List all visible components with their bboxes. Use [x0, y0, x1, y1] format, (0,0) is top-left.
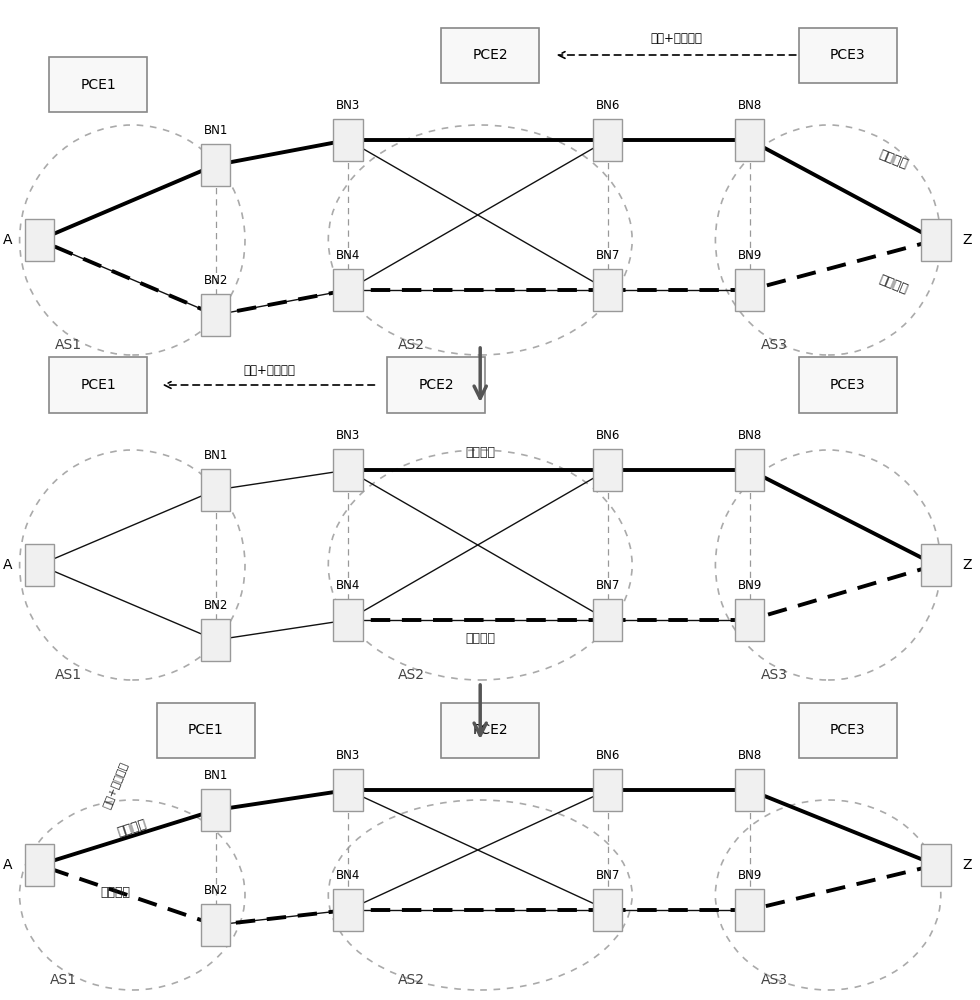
FancyBboxPatch shape: [735, 449, 764, 491]
FancyBboxPatch shape: [593, 269, 622, 311]
Text: AS2: AS2: [398, 338, 425, 352]
Text: PCE1: PCE1: [188, 723, 223, 737]
Text: BN4: BN4: [336, 869, 360, 882]
Text: AS1: AS1: [55, 668, 82, 682]
Text: BN8: BN8: [738, 429, 761, 442]
FancyBboxPatch shape: [333, 119, 363, 161]
Text: BN2: BN2: [204, 274, 227, 287]
FancyBboxPatch shape: [593, 769, 622, 811]
FancyBboxPatch shape: [24, 844, 54, 886]
FancyBboxPatch shape: [24, 544, 54, 586]
FancyBboxPatch shape: [735, 269, 764, 311]
Text: PCE3: PCE3: [830, 723, 865, 737]
Text: BN7: BN7: [596, 249, 619, 262]
FancyBboxPatch shape: [201, 144, 230, 186]
Text: BN6: BN6: [596, 749, 619, 762]
Text: 工作+保护路径: 工作+保护路径: [651, 32, 702, 45]
Text: BN2: BN2: [204, 599, 227, 612]
Text: A: A: [3, 858, 13, 872]
Text: PCE2: PCE2: [472, 723, 508, 737]
Text: AS3: AS3: [760, 338, 788, 352]
Text: AS3: AS3: [760, 668, 788, 682]
Text: BN9: BN9: [738, 869, 761, 882]
Text: Z: Z: [962, 233, 972, 247]
FancyBboxPatch shape: [921, 844, 951, 886]
FancyBboxPatch shape: [333, 599, 363, 641]
Text: 保护路径: 保护路径: [101, 886, 130, 898]
Text: BN7: BN7: [596, 869, 619, 882]
Text: BN3: BN3: [336, 99, 360, 112]
FancyBboxPatch shape: [735, 599, 764, 641]
FancyBboxPatch shape: [593, 449, 622, 491]
FancyBboxPatch shape: [333, 769, 363, 811]
FancyBboxPatch shape: [799, 702, 897, 758]
Text: BN1: BN1: [204, 769, 227, 782]
FancyBboxPatch shape: [593, 119, 622, 161]
FancyBboxPatch shape: [387, 357, 485, 412]
FancyBboxPatch shape: [921, 219, 951, 261]
FancyBboxPatch shape: [593, 599, 622, 641]
Text: 工作+保护路径: 工作+保护路径: [244, 364, 295, 377]
Text: BN8: BN8: [738, 99, 761, 112]
Text: PCE3: PCE3: [830, 378, 865, 392]
FancyBboxPatch shape: [201, 469, 230, 511]
Text: BN1: BN1: [204, 449, 227, 462]
Text: PCE2: PCE2: [418, 378, 454, 392]
Text: BN7: BN7: [596, 579, 619, 592]
Text: BN6: BN6: [596, 429, 619, 442]
Text: PCE1: PCE1: [80, 378, 116, 392]
Text: PCE2: PCE2: [472, 48, 508, 62]
Text: AS3: AS3: [760, 973, 788, 987]
FancyBboxPatch shape: [735, 889, 764, 931]
Text: 工作路径: 工作路径: [466, 446, 495, 458]
FancyBboxPatch shape: [201, 789, 230, 831]
Text: 工作+保护路径: 工作+保护路径: [102, 760, 129, 810]
FancyBboxPatch shape: [441, 702, 539, 758]
Text: BN1: BN1: [204, 124, 227, 137]
Text: BN8: BN8: [738, 749, 761, 762]
Text: PCE3: PCE3: [830, 48, 865, 62]
Text: BN4: BN4: [336, 249, 360, 262]
FancyBboxPatch shape: [49, 357, 147, 412]
Text: A: A: [3, 233, 13, 247]
Text: Z: Z: [962, 558, 972, 572]
Text: AS2: AS2: [398, 668, 425, 682]
FancyBboxPatch shape: [735, 119, 764, 161]
Text: BN2: BN2: [204, 884, 227, 897]
FancyBboxPatch shape: [157, 702, 255, 758]
FancyBboxPatch shape: [735, 769, 764, 811]
Text: 工作路径: 工作路径: [877, 148, 909, 172]
Text: 保护路径: 保护路径: [466, 632, 495, 645]
FancyBboxPatch shape: [201, 619, 230, 661]
Text: BN3: BN3: [336, 429, 360, 442]
Text: A: A: [3, 558, 13, 572]
FancyBboxPatch shape: [24, 219, 54, 261]
FancyBboxPatch shape: [333, 269, 363, 311]
Text: BN9: BN9: [738, 579, 761, 592]
Text: AS1: AS1: [55, 338, 82, 352]
FancyBboxPatch shape: [201, 294, 230, 336]
FancyBboxPatch shape: [333, 449, 363, 491]
FancyBboxPatch shape: [201, 904, 230, 946]
Text: Z: Z: [962, 858, 972, 872]
FancyBboxPatch shape: [49, 57, 147, 112]
Text: BN3: BN3: [336, 749, 360, 762]
Text: PCE1: PCE1: [80, 78, 116, 92]
FancyBboxPatch shape: [593, 889, 622, 931]
Text: AS2: AS2: [398, 973, 425, 987]
Text: AS1: AS1: [50, 973, 77, 987]
Text: 工作路径: 工作路径: [116, 817, 149, 839]
Text: BN9: BN9: [738, 249, 761, 262]
Text: BN6: BN6: [596, 99, 619, 112]
FancyBboxPatch shape: [799, 27, 897, 83]
FancyBboxPatch shape: [333, 889, 363, 931]
FancyBboxPatch shape: [799, 357, 897, 412]
Text: 保护路径: 保护路径: [877, 273, 909, 297]
FancyBboxPatch shape: [441, 27, 539, 83]
Text: BN4: BN4: [336, 579, 360, 592]
FancyBboxPatch shape: [921, 544, 951, 586]
